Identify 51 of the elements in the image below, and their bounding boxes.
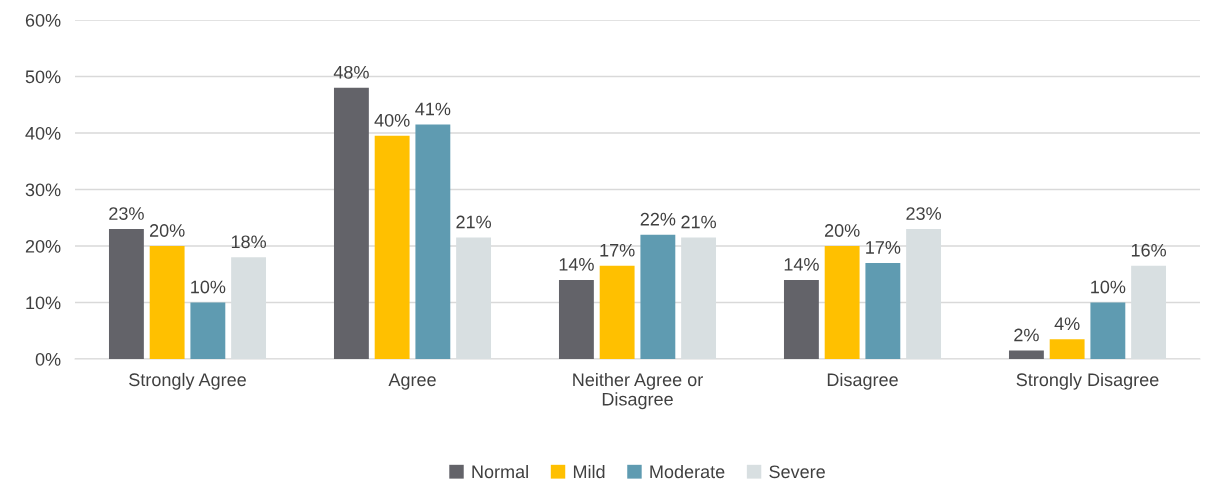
data-label: 40% bbox=[374, 113, 410, 127]
bar bbox=[640, 234, 676, 359]
legend-label: Moderate bbox=[650, 464, 725, 479]
bar bbox=[599, 265, 635, 359]
data-label: 20% bbox=[824, 224, 860, 237]
legend-label: Normal bbox=[472, 464, 528, 479]
bar bbox=[783, 279, 819, 359]
data-label: 20% bbox=[149, 224, 185, 237]
x-tick-label: Disagree bbox=[827, 372, 898, 390]
bar bbox=[824, 246, 860, 359]
x-tick-label: Agree bbox=[388, 373, 436, 390]
bar bbox=[149, 246, 185, 359]
bar bbox=[1090, 302, 1126, 359]
y-tick-label: 50% bbox=[25, 70, 61, 84]
data-label: 10% bbox=[1091, 280, 1126, 294]
legend-label: Severe bbox=[769, 465, 825, 479]
bar bbox=[1049, 339, 1085, 359]
bar bbox=[415, 124, 451, 359]
data-label: 4% bbox=[1054, 317, 1080, 331]
data-label: 17% bbox=[600, 243, 635, 257]
y-tick-label: 40% bbox=[25, 126, 61, 140]
data-label: 23% bbox=[109, 207, 144, 220]
data-label: 21% bbox=[681, 215, 717, 229]
data-label: 14% bbox=[784, 258, 819, 271]
bar bbox=[865, 262, 901, 359]
data-label: 21% bbox=[456, 215, 492, 229]
data-label: 10% bbox=[191, 280, 226, 294]
bar bbox=[1008, 350, 1044, 359]
y-tick-label: 60% bbox=[25, 13, 61, 27]
bar bbox=[190, 302, 226, 359]
x-tick-label: Strongly Agree bbox=[129, 372, 246, 390]
bar bbox=[558, 279, 594, 359]
y-tick-label: 0% bbox=[35, 352, 61, 366]
legend-label: Mild bbox=[573, 464, 605, 479]
x-tick-label: Neither Agree or Disagree bbox=[573, 372, 703, 410]
data-label: 22% bbox=[640, 212, 676, 226]
data-label: 16% bbox=[1131, 243, 1167, 257]
bar bbox=[108, 229, 144, 359]
data-label: 18% bbox=[231, 235, 267, 249]
bar bbox=[374, 135, 410, 359]
data-label: 2% bbox=[1014, 328, 1039, 342]
bar bbox=[333, 87, 369, 359]
data-label: 17% bbox=[866, 241, 901, 254]
y-tick-label: 20% bbox=[25, 239, 61, 253]
data-label: 48% bbox=[333, 65, 369, 79]
y-tick-label: 10% bbox=[26, 296, 61, 310]
data-label: 23% bbox=[906, 207, 942, 220]
y-tick-label: 30% bbox=[25, 183, 61, 197]
data-label: 41% bbox=[415, 102, 451, 116]
data-label: 14% bbox=[559, 258, 594, 271]
x-tick-label: Strongly Disagree bbox=[1016, 372, 1159, 390]
